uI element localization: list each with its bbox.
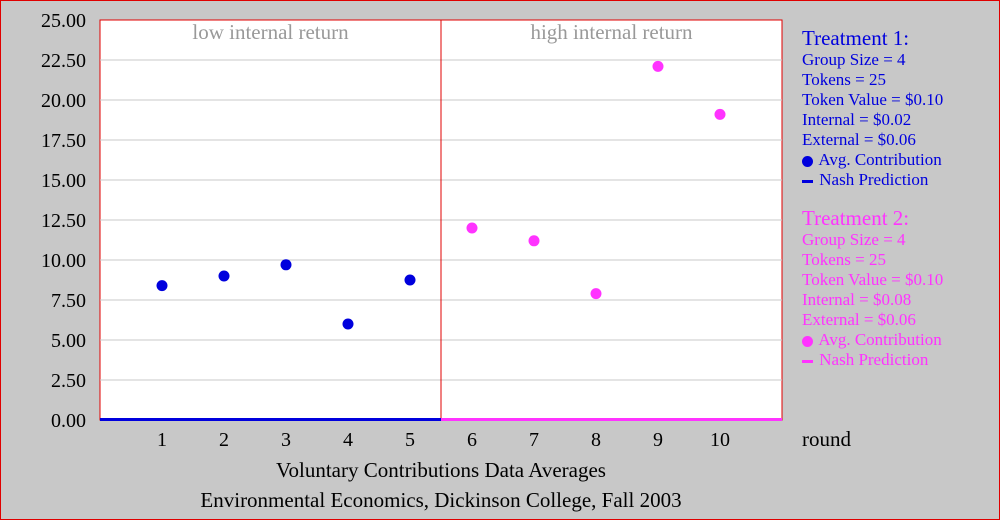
legend-line: Tokens = 25 (802, 250, 886, 269)
x-tick-label: 4 (343, 429, 353, 451)
legend-line: Group Size = 4 (802, 230, 906, 249)
x-tick-label: 6 (467, 429, 477, 451)
legend-line: Tokens = 25 (802, 70, 886, 89)
y-tick-label: 12.50 (41, 210, 86, 232)
y-tick-label: 5.00 (51, 330, 86, 352)
x-tick-label: 5 (405, 429, 415, 451)
legend-dot-marker (802, 335, 813, 347)
legend-title: Treatment 1: (802, 26, 910, 50)
chart-caption-line-1: Voluntary Contributions Data Averages (276, 458, 606, 482)
data-point (466, 222, 478, 234)
y-tick-label: 2.50 (51, 370, 86, 392)
x-tick-label: 8 (591, 429, 601, 451)
legend-avg-entry: Avg. Contribution (802, 150, 943, 170)
legend-dash-marker (802, 359, 813, 363)
legend-dot-marker (802, 155, 813, 167)
data-point (404, 274, 416, 286)
legend-line: Group Size = 4 (802, 50, 906, 69)
y-tick-labels: 0.00 2.50 5.00 7.50 10.00 12.50 15.00 17.50 20.0… (41, 10, 86, 432)
chart-caption-line-2: Environmental Economics, Dickinson Colle… (200, 488, 682, 512)
region-label-high: high internal return (530, 20, 693, 44)
data-point (590, 288, 602, 300)
legend-avg-label: Avg. Contribution (818, 330, 942, 349)
legend-nash-label: Nash Prediction (819, 350, 929, 369)
y-tick-label: 7.50 (51, 290, 86, 312)
legend-avg-label: Avg. Contribution (818, 150, 942, 169)
legend-line: Token Value = $0.10 (802, 90, 944, 109)
legend-nash-label: Nash Prediction (819, 170, 929, 189)
x-tick-label: 7 (529, 429, 539, 451)
data-point (156, 280, 168, 292)
data-point (652, 60, 664, 72)
legend-line: External = $0.06 (802, 130, 916, 149)
x-tick-label: 1 (157, 429, 167, 451)
legend-line: External = $0.06 (802, 310, 916, 329)
region-label-low: low internal return (192, 20, 349, 44)
x-tick-labels: 1 2 3 4 5 6 7 8 9 10 (157, 429, 730, 451)
legend-avg-entry: Avg. Contribution (802, 330, 943, 350)
y-tick-label: 10.00 (41, 250, 86, 272)
y-tick-label: 15.00 (41, 170, 86, 192)
x-tick-label: 10 (710, 429, 730, 451)
y-tick-label: 22.50 (41, 50, 86, 72)
x-tick-label: 2 (219, 429, 229, 451)
data-point (714, 108, 726, 120)
data-point (280, 259, 292, 271)
y-tick-label: 25.00 (41, 10, 86, 32)
x-tick-label: 9 (653, 429, 663, 451)
legend-nash-entry: Nash Prediction (802, 170, 943, 190)
legend-treatment-2: Treatment 2: Group Size = 4 Tokens = 25 … (802, 206, 943, 370)
y-tick-label: 0.00 (51, 410, 86, 432)
x-axis-label: round (802, 427, 851, 451)
data-points (156, 60, 726, 330)
y-tick-label: 20.00 (41, 90, 86, 112)
legend-dash-marker (802, 179, 813, 183)
data-point (528, 235, 540, 247)
legend-line: Internal = $0.08 (802, 290, 912, 309)
legend-title: Treatment 2: (802, 206, 910, 230)
x-tick-label: 3 (281, 429, 291, 451)
y-tick-label: 17.50 (41, 130, 86, 152)
data-point (218, 270, 230, 282)
legend-line: Token Value = $0.10 (802, 270, 944, 289)
legend-treatment-1: Treatment 1: Group Size = 4 Tokens = 25 … (802, 26, 943, 190)
legend-line: Internal = $0.02 (802, 110, 912, 129)
legend-nash-entry: Nash Prediction (802, 350, 943, 370)
data-point (342, 318, 354, 330)
